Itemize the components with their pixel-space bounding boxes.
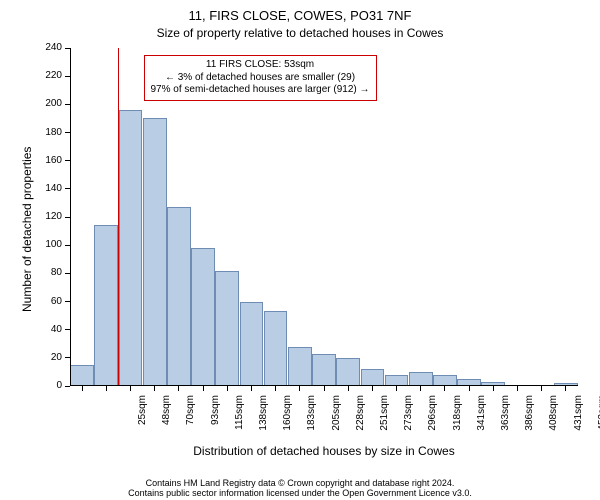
x-tick-label: 431sqm (573, 395, 584, 445)
x-tick-label: 341sqm (476, 395, 487, 445)
y-tick-label: 100 (22, 239, 62, 250)
y-tick-label: 0 (22, 380, 62, 391)
histogram-bar (191, 248, 215, 386)
x-tick-label: 296sqm (427, 395, 438, 445)
y-tick-label: 240 (22, 42, 62, 53)
histogram-bar (119, 110, 143, 386)
y-tick-label: 20 (22, 352, 62, 363)
y-tick-label: 180 (22, 127, 62, 138)
histogram-bar (288, 347, 312, 386)
x-tick-label: 273sqm (403, 395, 414, 445)
x-tick-label: 363sqm (500, 395, 511, 445)
x-tick-label: 251sqm (379, 395, 390, 445)
histogram-bar (409, 372, 433, 386)
x-tick-label: 386sqm (524, 395, 535, 445)
x-tick-label: 160sqm (282, 395, 293, 445)
y-tick-label: 120 (22, 211, 62, 222)
x-tick-label: 228sqm (355, 395, 366, 445)
x-tick-label: 138sqm (258, 395, 269, 445)
annotation-box: 11 FIRS CLOSE: 53sqm ← 3% of detached ho… (144, 55, 377, 101)
annotation-line-3: 97% of semi-detached houses are larger (… (151, 84, 370, 97)
y-tick-label: 200 (22, 98, 62, 109)
histogram-bar (240, 302, 264, 387)
annotation-line-1: 11 FIRS CLOSE: 53sqm (151, 59, 370, 72)
y-tick-label: 140 (22, 183, 62, 194)
page-title: 11, FIRS CLOSE, COWES, PO31 7NF (0, 8, 600, 23)
y-tick-label: 40 (22, 324, 62, 335)
footer-attribution: Contains HM Land Registry data © Crown c… (0, 478, 600, 498)
histogram-bar (312, 354, 336, 386)
y-axis-label: Number of detached properties (20, 147, 34, 312)
x-tick-label: 93sqm (210, 395, 221, 445)
x-tick-label: 25sqm (137, 395, 148, 445)
chart-container: 11, FIRS CLOSE, COWES, PO31 7NF Size of … (0, 0, 600, 500)
histogram-bar (70, 365, 94, 386)
histogram-bar (215, 271, 239, 386)
histogram-bar (361, 369, 385, 386)
y-tick-label: 220 (22, 70, 62, 81)
histogram-bar (143, 118, 167, 386)
x-axis-label: Distribution of detached houses by size … (70, 444, 578, 458)
histogram-bar (94, 225, 118, 386)
footer-line-1: Contains HM Land Registry data © Crown c… (0, 478, 600, 488)
footer-line-2: Contains public sector information licen… (0, 488, 600, 498)
annotation-line-2: ← 3% of detached houses are smaller (29) (151, 72, 370, 85)
histogram-bar (264, 311, 288, 386)
x-tick-label: 70sqm (185, 395, 196, 445)
page-subtitle: Size of property relative to detached ho… (0, 26, 600, 40)
histogram-bar (167, 207, 191, 386)
x-tick-label: 115sqm (234, 395, 245, 445)
x-tick-label: 183sqm (306, 395, 317, 445)
y-tick-label: 160 (22, 155, 62, 166)
x-tick-label: 48sqm (161, 395, 172, 445)
x-tick-label: 408sqm (548, 395, 559, 445)
y-tick-label: 80 (22, 267, 62, 278)
histogram-bar (336, 358, 360, 386)
reference-line (118, 48, 119, 386)
x-tick-label: 318sqm (452, 395, 463, 445)
x-tick-label: 205sqm (331, 395, 342, 445)
y-tick-label: 60 (22, 296, 62, 307)
